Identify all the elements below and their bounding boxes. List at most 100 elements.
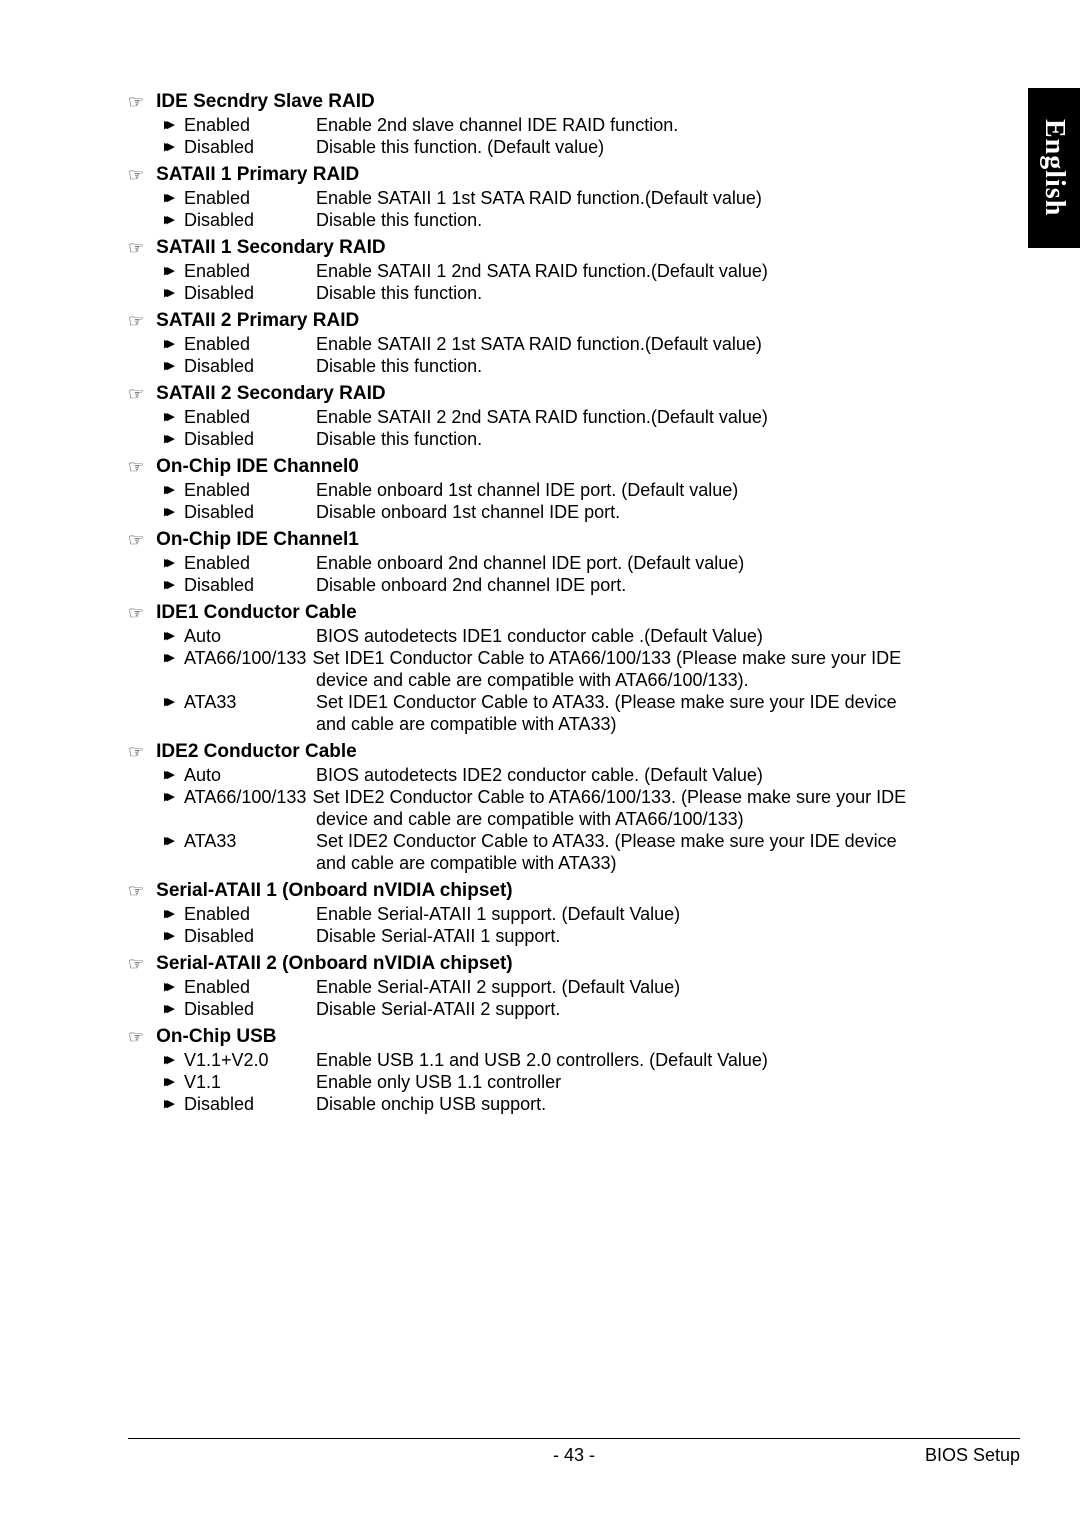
bios-section-title: On-Chip IDE Channel1	[156, 530, 359, 549]
bios-option-description-continued: device and cable are compatible with ATA…	[316, 671, 948, 689]
bios-section: ☞ Serial-ATAII 2 (Onboard nVIDIA chipset)…	[128, 954, 948, 1018]
double-arrow-icon: ▶▶	[164, 138, 184, 156]
bios-option-description: Disable onchip USB support.	[316, 1095, 948, 1113]
bios-option-label: ATA66/100/133	[184, 649, 306, 667]
bios-option-label: Enabled	[184, 408, 316, 426]
bios-option-row: ▶▶AutoBIOS autodetects IDE1 conductor ca…	[164, 627, 948, 645]
bios-option-description: Set IDE2 Conductor Cable to ATA66/100/13…	[312, 788, 948, 806]
double-arrow-icon: ▶▶	[164, 576, 184, 594]
bios-option-label: Disabled	[184, 138, 316, 156]
double-arrow-icon: ▶▶	[164, 978, 184, 996]
bios-section: ☞On-Chip IDE Channel0▶▶EnabledEnable onb…	[128, 457, 948, 521]
hand-pointer-icon: ☞	[128, 743, 144, 761]
hand-pointer-icon: ☞	[128, 312, 144, 330]
bios-section: ☞Serial-ATAII 1 (Onboard nVIDIA chipset)…	[128, 881, 948, 945]
bios-section-title: SATAII 2 Secondary RAID	[156, 384, 385, 403]
double-arrow-icon: ▶▶	[164, 927, 184, 945]
double-arrow-icon: ▶▶	[164, 357, 184, 375]
bios-option-row: ▶▶DisabledDisable this function.	[164, 211, 948, 229]
bios-option-label: Auto	[184, 766, 316, 784]
bios-section-heading: ☞ SATAII 2 Primary RAID	[128, 311, 948, 330]
bios-option-row: ▶▶DisabledDisable Serial-ATAII 1 support…	[164, 927, 948, 945]
double-arrow-icon: ▶▶	[164, 481, 184, 499]
bios-option-description: Enable only USB 1.1 controller	[316, 1073, 948, 1091]
bios-option-label: Enabled	[184, 905, 316, 923]
bios-option-description: Disable Serial-ATAII 1 support.	[316, 927, 948, 945]
bios-option-description: Set IDE1 Conductor Cable to ATA66/100/13…	[312, 649, 948, 667]
bios-section-heading: ☞On-Chip USB	[128, 1027, 948, 1046]
double-arrow-icon: ▶▶	[164, 788, 184, 806]
bios-section-heading: ☞ On-Chip IDE Channel1	[128, 530, 948, 549]
bios-section-title: IDE Secndry Slave RAID	[156, 92, 375, 111]
hand-pointer-icon: ☞	[128, 531, 144, 549]
bios-option-description: Enable onboard 2nd channel IDE port. (De…	[316, 554, 948, 572]
bios-section: ☞SATAII 2 Primary RAID▶▶EnabledEnable SA…	[128, 311, 948, 375]
bios-option-description: Disable onboard 1st channel IDE port.	[316, 503, 948, 521]
bios-option-row: ▶▶DisabledDisable Serial-ATAII 2 support…	[164, 1000, 948, 1018]
bios-option-row: ▶▶DisabledDisable this function.	[164, 284, 948, 302]
bios-section: ☞SATAII 2 Secondary RAID▶▶EnabledEnable …	[128, 384, 948, 448]
bios-section-title: Serial-ATAII 1 (Onboard nVIDIA chipset)	[156, 881, 512, 900]
bios-option-description: Enable onboard 1st channel IDE port. (De…	[316, 481, 948, 499]
bios-option-description: Disable this function.	[316, 430, 948, 448]
bios-option-label: Disabled	[184, 927, 316, 945]
bios-section: ☞IDE2 Conductor Cable▶▶AutoBIOS autodete…	[128, 742, 948, 872]
bios-option-label: Enabled	[184, 189, 316, 207]
bios-option-label: Disabled	[184, 284, 316, 302]
double-arrow-icon: ▶▶	[164, 430, 184, 448]
bios-option-label: Disabled	[184, 503, 316, 521]
bios-section-heading: ☞ Serial-ATAII 2 (Onboard nVIDIA chipset)	[128, 954, 948, 973]
bios-section-heading: ☞ SATAII 2 Secondary RAID	[128, 384, 948, 403]
double-arrow-icon: ▶▶	[164, 1051, 184, 1069]
page-footer: - 43 - BIOS Setup	[128, 1438, 1020, 1466]
bios-section: ☞IDE Secndry Slave RAID▶▶EnabledEnable 2…	[128, 92, 948, 156]
hand-pointer-icon: ☞	[128, 385, 144, 403]
bios-section-heading: ☞SATAII 1 Secondary RAID	[128, 238, 948, 257]
hand-pointer-icon: ☞	[128, 955, 144, 973]
bios-option-description: Enable 2nd slave channel IDE RAID functi…	[316, 116, 948, 134]
bios-option-row: ▶▶V1.1+V2.0Enable USB 1.1 and USB 2.0 co…	[164, 1051, 948, 1069]
bios-option-description: Enable USB 1.1 and USB 2.0 controllers. …	[316, 1051, 948, 1069]
bios-option-label: Disabled	[184, 1095, 316, 1113]
bios-option-description: Set IDE2 Conductor Cable to ATA33. (Plea…	[316, 832, 948, 850]
bios-option-description: Disable this function.	[316, 284, 948, 302]
double-arrow-icon: ▶▶	[164, 649, 184, 667]
bios-section: ☞SATAII 1 Secondary RAID ▶▶EnabledEnable …	[128, 238, 948, 302]
bios-option-description: Enable Serial-ATAII 1 support. (Default …	[316, 905, 948, 923]
double-arrow-icon: ▶▶	[164, 262, 184, 280]
hand-pointer-icon: ☞	[128, 166, 144, 184]
document-body: ☞IDE Secndry Slave RAID▶▶EnabledEnable 2…	[128, 92, 948, 1122]
bios-option-label: Disabled	[184, 1000, 316, 1018]
double-arrow-icon: ▶▶	[164, 284, 184, 302]
bios-option-label: Auto	[184, 627, 316, 645]
double-arrow-icon: ▶▶	[164, 905, 184, 923]
bios-option-row: ▶▶EnabledEnable SATAII 1 2nd SATA RAID f…	[164, 262, 948, 280]
bios-option-row: ▶▶ATA66/100/133 Set IDE1 Conductor Cable …	[164, 649, 948, 667]
double-arrow-icon: ▶▶	[164, 766, 184, 784]
bios-section-title: SATAII 2 Primary RAID	[156, 311, 359, 330]
double-arrow-icon: ▶▶	[164, 211, 184, 229]
bios-option-description: Disable this function. (Default value)	[316, 138, 948, 156]
bios-section-heading: ☞ SATAII 1 Primary RAID	[128, 165, 948, 184]
bios-section-title: SATAII 1 Primary RAID	[156, 165, 359, 184]
hand-pointer-icon: ☞	[128, 239, 144, 257]
bios-option-description-continued: and cable are compatible with ATA33)	[316, 715, 948, 733]
bios-section-title: Serial-ATAII 2 (Onboard nVIDIA chipset)	[156, 954, 512, 973]
hand-pointer-icon: ☞	[128, 604, 144, 622]
bios-option-row: ▶▶DisabledDisable this function.	[164, 430, 948, 448]
bios-option-description: Disable this function.	[316, 357, 948, 375]
bios-option-row: ▶▶ATA33Set IDE2 Conductor Cable to ATA33…	[164, 832, 948, 850]
bios-section-heading: ☞IDE1 Conductor Cable	[128, 603, 948, 622]
double-arrow-icon: ▶▶	[164, 832, 184, 850]
language-tab-label: English	[1038, 119, 1070, 216]
bios-option-description-continued: device and cable are compatible with ATA…	[316, 810, 948, 828]
double-arrow-icon: ▶▶	[164, 116, 184, 134]
bios-option-row: ▶▶ATA33Set IDE1 Conductor Cable to ATA33…	[164, 693, 948, 711]
double-arrow-icon: ▶▶	[164, 408, 184, 426]
bios-option-label: Enabled	[184, 554, 316, 572]
bios-section: ☞SATAII 1 Primary RAID▶▶EnabledEnable SA…	[128, 165, 948, 229]
footer-section-title: BIOS Setup	[925, 1445, 1020, 1466]
bios-option-row: ▶▶DisabledDisable onchip USB support.	[164, 1095, 948, 1113]
bios-option-description: Enable SATAII 1 2nd SATA RAID function.(…	[316, 262, 948, 280]
bios-option-label: ATA66/100/133	[184, 788, 306, 806]
